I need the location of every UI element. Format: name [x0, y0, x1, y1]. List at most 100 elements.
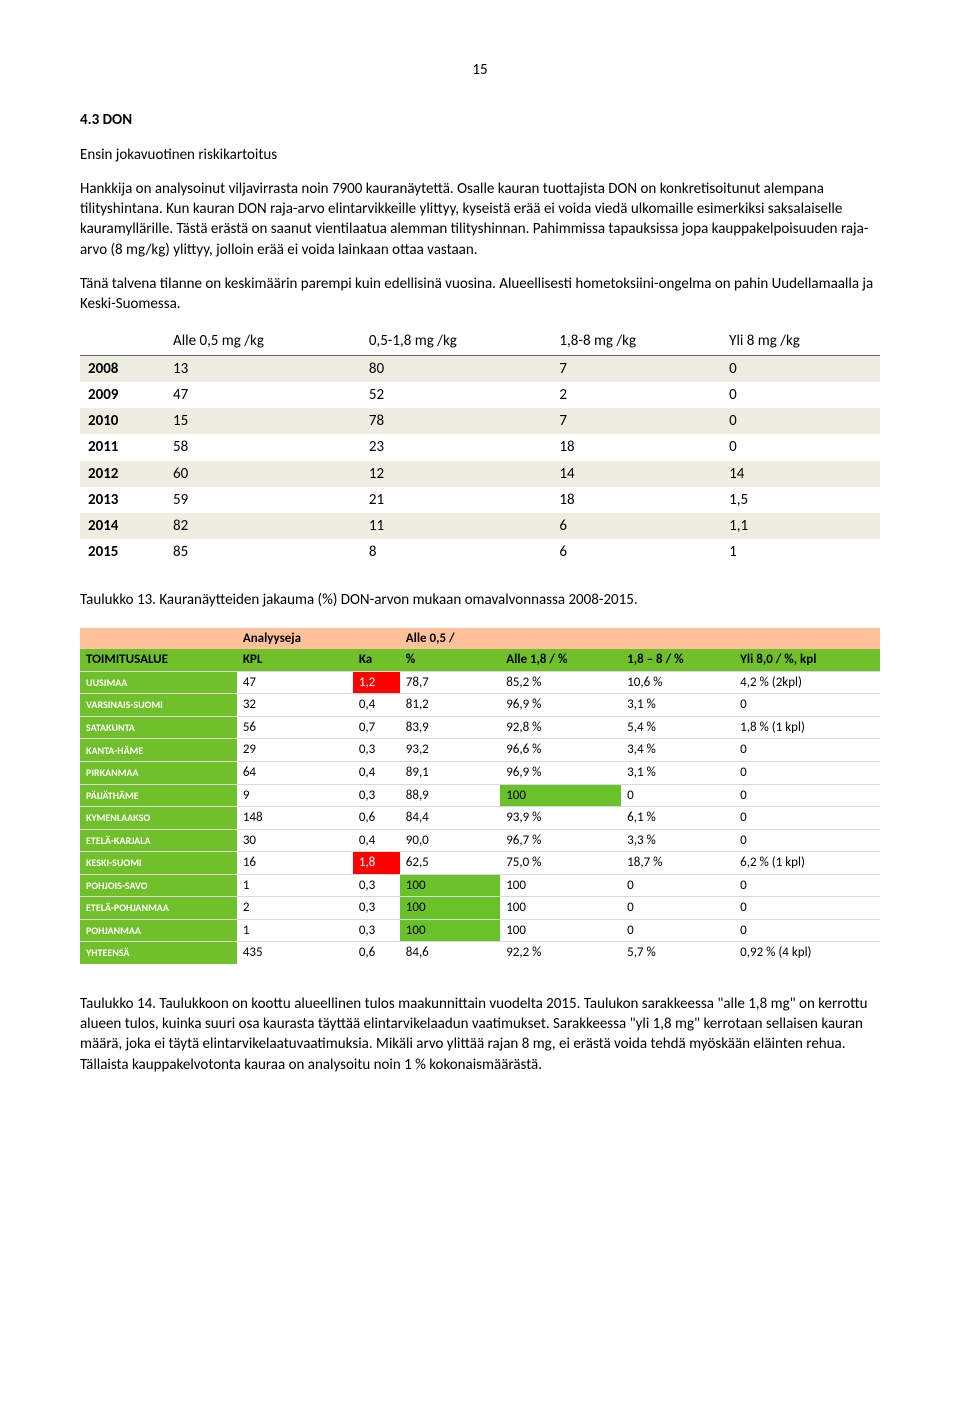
cell-value: 89,1 [400, 762, 500, 785]
paragraph-body-2: Tänä talvena tilanne on keskimäärin pare… [80, 274, 880, 315]
cell-value: 6 [551, 539, 721, 565]
region-name: VARSINAIS-SUOMI [80, 694, 237, 717]
regional-results-table: Analyyseja Alle 0,5 / TOIMITUSALUE KPL K… [80, 628, 880, 964]
cell-value: 52 [361, 382, 552, 408]
cell-value: 78,7 [400, 671, 500, 694]
region-name: POHJOIS-SAVO [80, 874, 237, 897]
cell-value: 100 [400, 919, 500, 942]
table-caption-13: Taulukko 13. Kauranäytteiden jakauma (%)… [80, 590, 880, 610]
cell-value: 59 [165, 487, 361, 513]
cell-value: 1,8 [353, 852, 400, 875]
cell-value: 47 [165, 382, 361, 408]
table-row: 2008138070 [80, 355, 880, 382]
cell-value: 85 [165, 539, 361, 565]
cell-value: 7 [551, 355, 721, 382]
col-header: Alle 1,8 / % [500, 649, 621, 671]
col-blank [80, 328, 165, 355]
cell-value: 1 [237, 919, 353, 942]
cell-value: 96,6 % [500, 739, 621, 762]
cell-value: 96,7 % [500, 829, 621, 852]
col-header: Yli 8 mg /kg [721, 328, 880, 355]
cell-value: 3,1 % [621, 762, 734, 785]
don-distribution-table: Alle 0,5 mg /kg 0,5-1,8 mg /kg 1,8-8 mg … [80, 328, 880, 565]
col-header: Ka [353, 649, 400, 671]
region-name: KESKI-SUOMI [80, 852, 237, 875]
cell-value: 100 [500, 897, 621, 920]
table-row: 201260121414 [80, 461, 880, 487]
cell-value: 0,4 [353, 762, 400, 785]
cell-value: 3,4 % [621, 739, 734, 762]
table2-header-top: Analyyseja Alle 0,5 / [80, 628, 880, 650]
table-caption-14: Taulukko 14. Taulukkoon on koottu alueel… [80, 994, 880, 1075]
col-header: Alle 0,5 mg /kg [165, 328, 361, 355]
cell-value: 6,2 % (1 kpl) [734, 852, 880, 875]
cell-value: 0,7 [353, 716, 400, 739]
table-row: POHJOIS-SAVO10,310010000 [80, 874, 880, 897]
cell-value: 0 [621, 874, 734, 897]
cell-value: 1 [721, 539, 880, 565]
cell-value: 0 [734, 919, 880, 942]
cell-value: 80 [361, 355, 552, 382]
cell-value: 84,4 [400, 807, 500, 830]
table-row: 201585861 [80, 539, 880, 565]
col-header: Analyyseja [237, 628, 353, 650]
table-row: 2014821161,1 [80, 513, 880, 539]
region-name: UUSIMAA [80, 671, 237, 694]
region-name: ETELÄ-KARJALA [80, 829, 237, 852]
cell-value: 56 [237, 716, 353, 739]
cell-value: 32 [237, 694, 353, 717]
cell-value: 0 [721, 408, 880, 434]
cell-value: 100 [500, 919, 621, 942]
cell-value: 78 [361, 408, 552, 434]
table-row: VARSINAIS-SUOMI320,481,296,9 %3,1 %0 [80, 694, 880, 717]
cell-value: 93,2 [400, 739, 500, 762]
cell-value: 81,2 [400, 694, 500, 717]
region-name: YHTEENSÄ [80, 942, 237, 964]
cell-value: 88,9 [400, 784, 500, 807]
cell-value: 9 [237, 784, 353, 807]
cell-value: 1,2 [353, 671, 400, 694]
cell-value: 0 [734, 739, 880, 762]
cell-value: 0,3 [353, 739, 400, 762]
row-year: 2011 [80, 434, 165, 460]
table-row: SATAKUNTA560,783,992,8 %5,4 %1,8 % (1 kp… [80, 716, 880, 739]
table-row: POHJANMAA10,310010000 [80, 919, 880, 942]
row-year: 2009 [80, 382, 165, 408]
cell-value: 93,9 % [500, 807, 621, 830]
section-heading: 4.3 DON [80, 110, 880, 130]
cell-value: 0,6 [353, 942, 400, 964]
col-header: 0,5-1,8 mg /kg [361, 328, 552, 355]
cell-value: 5,4 % [621, 716, 734, 739]
table-row: ETELÄ-POHJANMAA20,310010000 [80, 897, 880, 920]
cell-value: 3,1 % [621, 694, 734, 717]
cell-value: 0 [721, 355, 880, 382]
table-row: UUSIMAA471,278,785,2 %10,6 %4,2 % (2kpl) [80, 671, 880, 694]
cell-value: 148 [237, 807, 353, 830]
cell-value: 100 [500, 784, 621, 807]
row-year: 2014 [80, 513, 165, 539]
table-row: 20135921181,5 [80, 487, 880, 513]
cell-value: 12 [361, 461, 552, 487]
cell-value: 30 [237, 829, 353, 852]
cell-value: 7 [551, 408, 721, 434]
cell-value: 47 [237, 671, 353, 694]
cell-value: 18 [551, 487, 721, 513]
cell-value: 64 [237, 762, 353, 785]
cell-value: 0,92 % (4 kpl) [734, 942, 880, 964]
cell-value: 18,7 % [621, 852, 734, 875]
cell-value: 1,1 [721, 513, 880, 539]
cell-value: 75,0 % [500, 852, 621, 875]
cell-value: 15 [165, 408, 361, 434]
cell-value: 0,3 [353, 874, 400, 897]
cell-value: 13 [165, 355, 361, 382]
row-year: 2010 [80, 408, 165, 434]
cell-value: 23 [361, 434, 552, 460]
cell-value: 18 [551, 434, 721, 460]
cell-value: 0 [621, 897, 734, 920]
cell-value: 4,2 % (2kpl) [734, 671, 880, 694]
page-number: 15 [80, 60, 880, 80]
cell-value: 58 [165, 434, 361, 460]
cell-value: 1,5 [721, 487, 880, 513]
cell-value: 0 [734, 807, 880, 830]
cell-value: 60 [165, 461, 361, 487]
